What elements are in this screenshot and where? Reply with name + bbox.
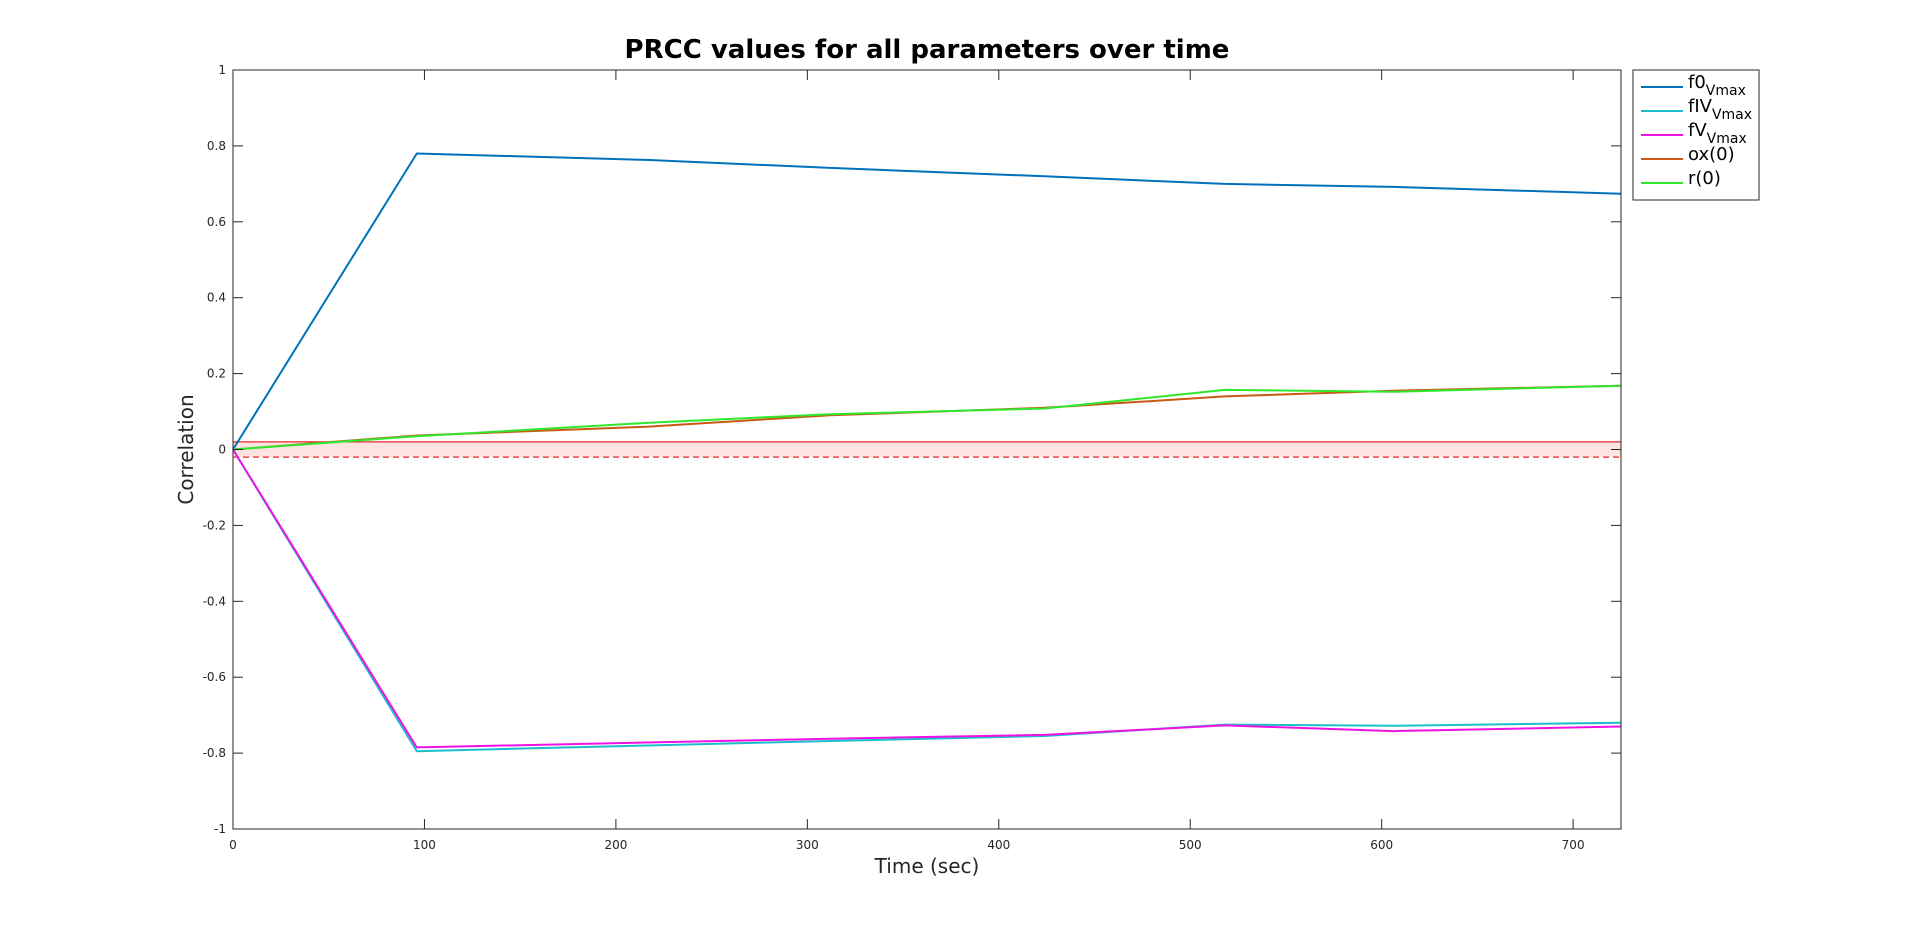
x-tick-label: 700 — [1562, 838, 1585, 852]
axes: 0 100 200 300 400 500 600 700 -1 -0.8 -0.6 -0.4 -0.2… — [203, 63, 1622, 852]
series-line-ox-0 — [232, 384, 1622, 451]
legend-entry: fVVmax — [1688, 120, 1747, 147]
legend-entry: f0Vmax — [1688, 72, 1746, 99]
threshold-band — [233, 441, 1621, 458]
series-line-f0vmax — [232, 152, 1622, 451]
plot-area — [232, 152, 1622, 753]
y-tick-label: 0.2 — [207, 367, 226, 381]
y-tick-label: 0.4 — [207, 291, 226, 305]
x-tick-label: 100 — [413, 838, 436, 852]
x-axis-title: Time (sec) — [874, 854, 980, 878]
y-tick-label: -0.8 — [203, 746, 226, 760]
x-tick-label: 200 — [604, 838, 627, 852]
series-line-fvvmax — [232, 448, 1622, 749]
y-tick-label: 0 — [218, 443, 226, 457]
legend-entry: fIVVmax — [1688, 96, 1752, 123]
series-line-r-0 — [232, 384, 1622, 451]
y-tick-label: -0.6 — [203, 670, 226, 684]
legend-entry: r(0) — [1688, 168, 1721, 189]
y-tick-label: 1 — [218, 63, 226, 77]
x-tick-label: 0 — [229, 838, 237, 852]
y-tick-label: 0.6 — [207, 215, 226, 229]
y-tick-label: -1 — [214, 822, 226, 836]
series-line-fivvmax — [232, 448, 1622, 753]
y-tick-label: 0.8 — [207, 139, 226, 153]
x-tick-label: 500 — [1179, 838, 1202, 852]
chart-title: PRCC values for all parameters over time — [625, 35, 1230, 65]
x-tick-label: 300 — [796, 838, 819, 852]
x-tick-label: 600 — [1370, 838, 1393, 852]
y-axis-title: Correlation — [174, 394, 198, 504]
legend-entry: ox(0) — [1688, 144, 1735, 165]
x-tick-label: 400 — [987, 838, 1010, 852]
y-tick-label: -0.2 — [203, 518, 226, 532]
y-tick-label: -0.4 — [203, 594, 226, 608]
